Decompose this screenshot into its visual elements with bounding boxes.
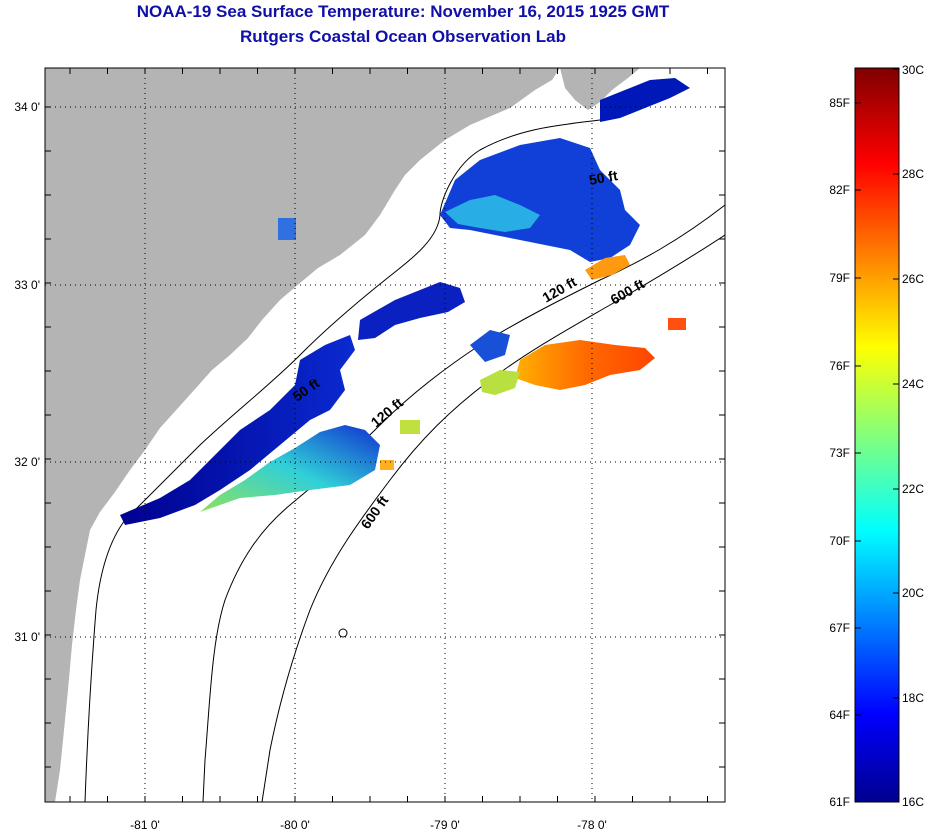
sst-yellow-spot bbox=[380, 460, 394, 470]
depth-label-50ft-north: 50 ft bbox=[588, 167, 619, 188]
sst-lime-spot bbox=[400, 420, 420, 434]
lon-label: -78 0' bbox=[577, 818, 607, 832]
lat-label: 32 0' bbox=[14, 455, 40, 469]
colorbar-c-label: 20C bbox=[902, 586, 924, 600]
land-northeast bbox=[560, 68, 640, 110]
sst-cold-nearshore bbox=[120, 335, 355, 525]
sst-cold-northeast bbox=[600, 78, 690, 122]
colorbar-gradient bbox=[854, 67, 900, 803]
colorbar-f-label: 70F bbox=[829, 534, 850, 548]
colorbar-c-label: 24C bbox=[902, 377, 924, 391]
contour-50ft bbox=[84, 119, 601, 802]
contour-seamount bbox=[338, 628, 348, 638]
contour-120ft bbox=[202, 204, 725, 802]
sst-orange-shelfbreak bbox=[585, 255, 630, 280]
sst-cold-north bbox=[440, 138, 640, 262]
map-frame bbox=[44, 67, 726, 803]
lon-label: -80 0' bbox=[280, 818, 310, 832]
colorbar-c-label: 26C bbox=[902, 272, 924, 286]
map-title: NOAA-19 Sea Surface Temperature: Novembe… bbox=[136, 2, 670, 21]
land bbox=[45, 68, 560, 802]
map-subtitle: Rutgers Coastal Ocean Observation Lab bbox=[240, 27, 566, 46]
lat-label: 31 0' bbox=[14, 630, 40, 644]
sst-shelf-gradient bbox=[200, 425, 380, 512]
colorbar-c-label: 28C bbox=[902, 167, 924, 181]
colorbar-f-label: 61F bbox=[829, 795, 850, 809]
sst-inland-lake bbox=[278, 218, 296, 240]
sst-warm-offshore bbox=[515, 340, 655, 390]
colorbar-f-label: 85F bbox=[829, 96, 850, 110]
graticule bbox=[45, 68, 725, 802]
sst-cold-shelfbreak bbox=[470, 330, 510, 362]
lon-label: -81 0' bbox=[130, 818, 160, 832]
sst-cyan-north bbox=[445, 195, 540, 232]
colorbar-ticks bbox=[855, 68, 899, 716]
colorbar-c-label: 16C bbox=[902, 795, 924, 809]
sst-mixed-offshore bbox=[480, 370, 520, 395]
sst-map: 50 ft 120 ft 600 ft 120 ft 600 ft 50 ft … bbox=[14, 67, 726, 832]
colorbar-f-label: 76F bbox=[829, 359, 850, 373]
sst-warm-spot bbox=[668, 318, 686, 330]
tick-marks bbox=[45, 68, 725, 802]
sst-cold-central bbox=[358, 282, 465, 340]
lat-label: 34 0' bbox=[14, 100, 40, 114]
colorbar-f-label: 67F bbox=[829, 621, 850, 635]
colorbar-f-label: 79F bbox=[829, 271, 850, 285]
colorbar-c-label: 18C bbox=[902, 691, 924, 705]
lon-label: -79 0' bbox=[430, 818, 460, 832]
colorbar-c-label: 30C bbox=[902, 63, 924, 77]
colorbar-f-label: 82F bbox=[829, 183, 850, 197]
lat-label: 33 0' bbox=[14, 278, 40, 292]
colorbar-f-label: 64F bbox=[829, 708, 850, 722]
colorbar: 85F 82F 79F 76F 73F 70F 67F 64F 61F 30C … bbox=[829, 63, 924, 809]
colorbar-f-label: 73F bbox=[829, 446, 850, 460]
colorbar-c-label: 22C bbox=[902, 482, 924, 496]
